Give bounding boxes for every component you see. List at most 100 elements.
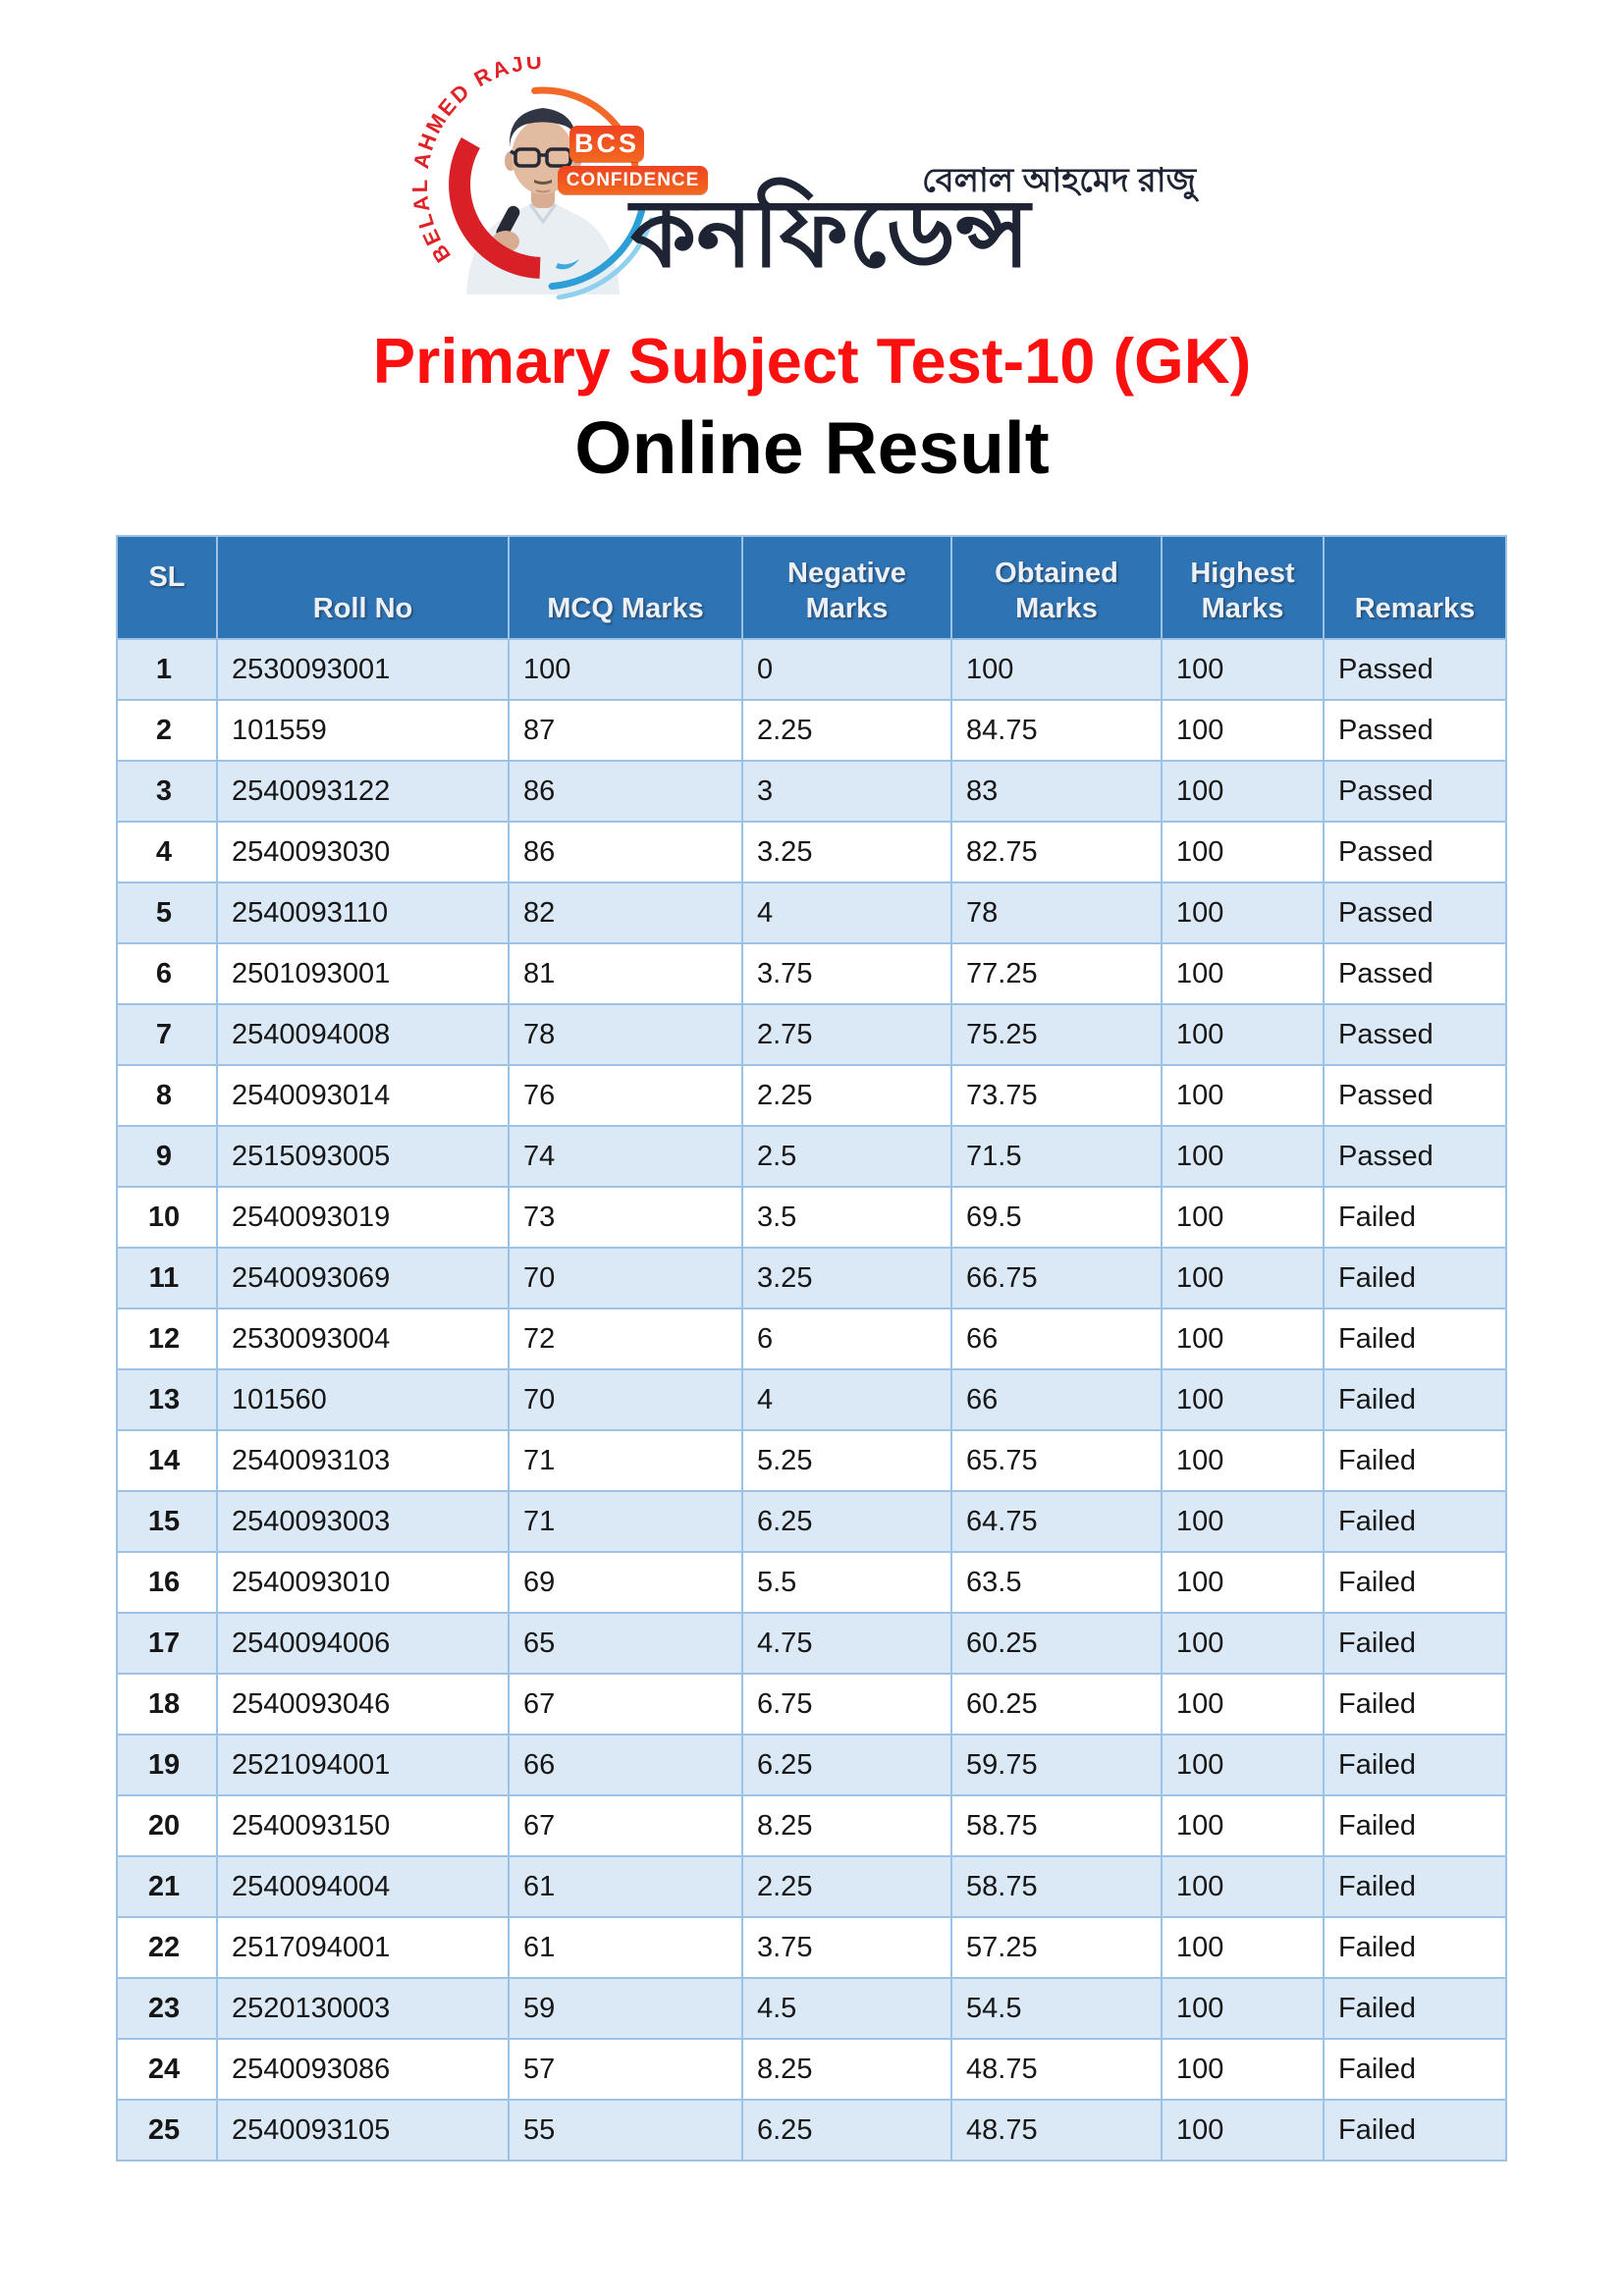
table-row: 25 2540093105 55 6.25 48.75 100 Failed xyxy=(116,2099,1507,2162)
cell-highest-marks: 100 xyxy=(1161,881,1325,944)
cell-remarks: Failed xyxy=(1323,2038,1507,2101)
cell-sl: 2 xyxy=(116,699,218,762)
table-row: 6 2501093001 81 3.75 77.25 100 Passed xyxy=(116,942,1507,1005)
table-row: 5 2540093110 82 4 78 100 Passed xyxy=(116,881,1507,944)
cell-mcq-marks: 76 xyxy=(508,1064,743,1127)
table-row: 21 2540094004 61 2.25 58.75 100 Failed xyxy=(116,1855,1507,1918)
cell-obtained-marks: 57.25 xyxy=(950,1916,1163,1979)
cell-obtained-marks: 83 xyxy=(950,760,1163,823)
cell-negative-marks: 3.5 xyxy=(741,1186,952,1249)
cell-remarks: Passed xyxy=(1323,942,1507,1005)
cell-remarks: Failed xyxy=(1323,1977,1507,2040)
cell-sl: 25 xyxy=(116,2099,218,2162)
cell-negative-marks: 3.25 xyxy=(741,1247,952,1309)
cell-roll-no: 2540094004 xyxy=(216,1855,510,1918)
cell-highest-marks: 100 xyxy=(1161,1247,1325,1309)
page-title: Online Result xyxy=(574,406,1050,489)
cell-obtained-marks: 54.5 xyxy=(950,1977,1163,2040)
col-header-highest-marks: Highest Marks xyxy=(1161,535,1325,640)
cell-negative-marks: 3.25 xyxy=(741,821,952,883)
cell-sl: 19 xyxy=(116,1734,218,1796)
table-row: 12 2530093004 72 6 66 100 Failed xyxy=(116,1308,1507,1370)
cell-obtained-marks: 65.75 xyxy=(950,1429,1163,1492)
cell-highest-marks: 100 xyxy=(1161,942,1325,1005)
cell-roll-no: 2540093122 xyxy=(216,760,510,823)
cell-mcq-marks: 86 xyxy=(508,760,743,823)
cell-highest-marks: 100 xyxy=(1161,1794,1325,1857)
cell-negative-marks: 4.5 xyxy=(741,1977,952,2040)
cell-mcq-marks: 69 xyxy=(508,1551,743,1614)
cell-roll-no: 2540093010 xyxy=(216,1551,510,1614)
cell-roll-no: 2540093110 xyxy=(216,881,510,944)
cell-obtained-marks: 84.75 xyxy=(950,699,1163,762)
table-row: 15 2540093003 71 6.25 64.75 100 Failed xyxy=(116,1490,1507,1553)
cell-remarks: Failed xyxy=(1323,1734,1507,1796)
cell-roll-no: 2540093103 xyxy=(216,1429,510,1492)
cell-sl: 3 xyxy=(116,760,218,823)
cell-sl: 21 xyxy=(116,1855,218,1918)
cell-sl: 23 xyxy=(116,1977,218,2040)
cell-sl: 4 xyxy=(116,821,218,883)
table-row: 10 2540093019 73 3.5 69.5 100 Failed xyxy=(116,1186,1507,1249)
table-row: 3 2540093122 86 3 83 100 Passed xyxy=(116,760,1507,823)
cell-mcq-marks: 72 xyxy=(508,1308,743,1370)
cell-remarks: Failed xyxy=(1323,1490,1507,1553)
cell-roll-no: 2530093004 xyxy=(216,1308,510,1370)
table-row: 18 2540093046 67 6.75 60.25 100 Failed xyxy=(116,1673,1507,1735)
cell-remarks: Passed xyxy=(1323,821,1507,883)
cell-roll-no: 2521094001 xyxy=(216,1734,510,1796)
cell-negative-marks: 6 xyxy=(741,1308,952,1370)
table-row: 4 2540093030 86 3.25 82.75 100 Passed xyxy=(116,821,1507,883)
table-row: 8 2540093014 76 2.25 73.75 100 Passed xyxy=(116,1064,1507,1127)
cell-roll-no: 2540093086 xyxy=(216,2038,510,2101)
cell-remarks: Passed xyxy=(1323,881,1507,944)
cell-highest-marks: 100 xyxy=(1161,1125,1325,1188)
cell-sl: 18 xyxy=(116,1673,218,1735)
cell-highest-marks: 100 xyxy=(1161,1734,1325,1796)
cell-negative-marks: 8.25 xyxy=(741,2038,952,2101)
cell-obtained-marks: 73.75 xyxy=(950,1064,1163,1127)
cell-highest-marks: 100 xyxy=(1161,1916,1325,1979)
logo-blue-arc-light xyxy=(556,217,654,300)
col-header-remarks: Remarks xyxy=(1323,535,1507,640)
cell-negative-marks: 4 xyxy=(741,881,952,944)
cell-roll-no: 2501093001 xyxy=(216,942,510,1005)
cell-highest-marks: 100 xyxy=(1161,1977,1325,2040)
cell-mcq-marks: 66 xyxy=(508,1734,743,1796)
cell-highest-marks: 100 xyxy=(1161,2099,1325,2162)
cell-negative-marks: 3.75 xyxy=(741,942,952,1005)
cell-sl: 6 xyxy=(116,942,218,1005)
cell-remarks: Failed xyxy=(1323,1673,1507,1735)
cell-sl: 5 xyxy=(116,881,218,944)
cell-negative-marks: 3 xyxy=(741,760,952,823)
cell-highest-marks: 100 xyxy=(1161,1490,1325,1553)
table-row: 13 101560 70 4 66 100 Failed xyxy=(116,1368,1507,1431)
cell-highest-marks: 100 xyxy=(1161,1673,1325,1735)
cell-mcq-marks: 73 xyxy=(508,1186,743,1249)
cell-mcq-marks: 100 xyxy=(508,638,743,701)
brand-logo: BELAL AHMED RAJU BCS CONFIDENCE বেলাল আহ… xyxy=(412,57,1227,327)
cell-negative-marks: 2.5 xyxy=(741,1125,952,1188)
cell-mcq-marks: 78 xyxy=(508,1003,743,1066)
cell-sl: 12 xyxy=(116,1308,218,1370)
table-row: 2 101559 87 2.25 84.75 100 Passed xyxy=(116,699,1507,762)
cell-mcq-marks: 86 xyxy=(508,821,743,883)
cell-sl: 10 xyxy=(116,1186,218,1249)
cell-remarks: Failed xyxy=(1323,1855,1507,1918)
cell-roll-no: 2540093150 xyxy=(216,1794,510,1857)
col-header-mcq-marks: MCQ Marks xyxy=(508,535,743,640)
cell-sl: 14 xyxy=(116,1429,218,1492)
cell-obtained-marks: 71.5 xyxy=(950,1125,1163,1188)
cell-highest-marks: 100 xyxy=(1161,821,1325,883)
cell-obtained-marks: 60.25 xyxy=(950,1673,1163,1735)
cell-highest-marks: 100 xyxy=(1161,1368,1325,1431)
cell-remarks: Failed xyxy=(1323,1612,1507,1675)
table-row: 7 2540094008 78 2.75 75.25 100 Passed xyxy=(116,1003,1507,1066)
cell-obtained-marks: 75.25 xyxy=(950,1003,1163,1066)
cell-negative-marks: 2.25 xyxy=(741,1855,952,1918)
cell-highest-marks: 100 xyxy=(1161,2038,1325,2101)
cell-highest-marks: 100 xyxy=(1161,1612,1325,1675)
col-header-roll-no: Roll No xyxy=(216,535,510,640)
cell-obtained-marks: 77.25 xyxy=(950,942,1163,1005)
table-row: 23 2520130003 59 4.5 54.5 100 Failed xyxy=(116,1977,1507,2040)
